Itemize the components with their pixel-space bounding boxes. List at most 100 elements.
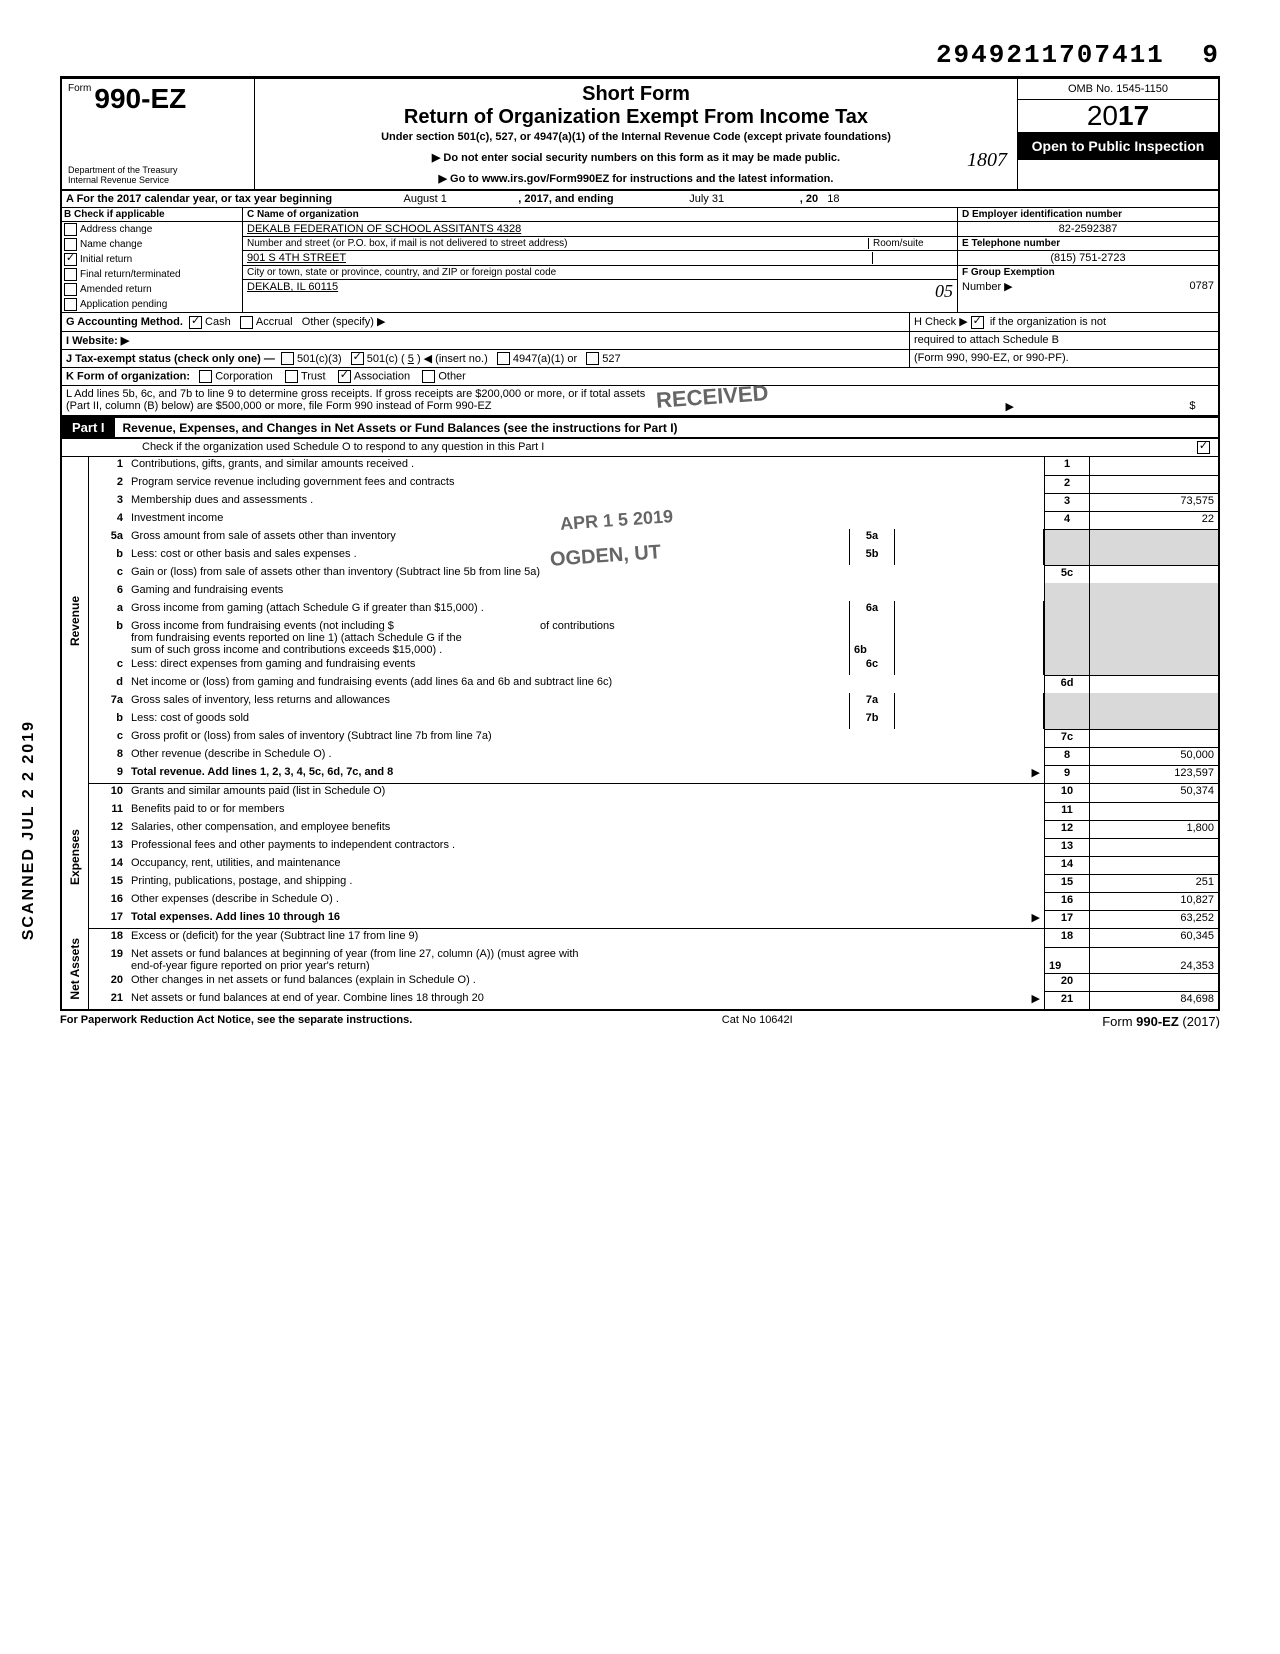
501c-num: 5 <box>408 353 414 365</box>
v5c <box>1089 565 1218 583</box>
b13: 13 <box>1044 838 1089 856</box>
footer-right-prefix: Form <box>1102 1014 1136 1029</box>
n14: 14 <box>89 856 127 874</box>
org-name: DEKALB FEDERATION OF SCHOOL ASSITANTS 43… <box>243 222 957 237</box>
ein: 82-2592387 <box>958 222 1218 237</box>
g6 <box>1044 583 1089 601</box>
BCDEF-block: B Check if applicable Address change Nam… <box>60 208 1220 313</box>
n8: 8 <box>89 747 127 765</box>
part-I-title: Revenue, Expenses, and Changes in Net As… <box>123 419 1218 437</box>
lbl-501c: 501(c) ( <box>367 353 405 365</box>
cb-final-return[interactable] <box>64 268 77 281</box>
cb-H[interactable] <box>971 316 984 329</box>
n3: 3 <box>89 493 127 511</box>
cb-corp[interactable] <box>199 370 212 383</box>
open-to-public: Open to Public Inspection <box>1018 132 1218 160</box>
hand-note: 1807 <box>967 149 1007 172</box>
n15: 15 <box>89 874 127 892</box>
b5c: 5c <box>1044 565 1089 583</box>
n7c: c <box>89 729 127 747</box>
n6d: d <box>89 675 127 693</box>
b7c: 7c <box>1044 729 1089 747</box>
d5a: Gross amount from sale of assets other t… <box>127 529 849 547</box>
dept-irs: Internal Revenue Service <box>68 176 178 186</box>
gv6 <box>1089 583 1218 601</box>
b19: 19 <box>1044 947 1089 973</box>
n16: 16 <box>89 892 127 910</box>
gv7b <box>1089 711 1218 729</box>
footer-left: For Paperwork Reduction Act Notice, see … <box>60 1014 412 1026</box>
footer-mid: Cat No 10642I <box>722 1014 793 1029</box>
page-mark: 9 <box>1202 40 1220 70</box>
v1 <box>1089 457 1218 475</box>
mv6b <box>894 619 1044 657</box>
d1: Contributions, gifts, grants, and simila… <box>127 457 1044 475</box>
line-I: I Website: ▶ required to attach Schedule… <box>60 332 1220 350</box>
B-header: B Check if applicable <box>64 209 165 220</box>
lbl-amended: Amended return <box>80 284 152 295</box>
v13 <box>1089 838 1218 856</box>
cb-trust[interactable] <box>285 370 298 383</box>
cb-initial-return[interactable] <box>64 253 77 266</box>
gv6a <box>1089 601 1218 619</box>
lbl-corp: Corporation <box>215 371 272 383</box>
K-label: K Form of organization: <box>66 371 190 383</box>
v2 <box>1089 475 1218 493</box>
A-begin: August 1 <box>335 193 515 205</box>
n6a: a <box>89 601 127 619</box>
expenses-section: Expenses 10Grants and similar amounts pa… <box>60 784 1220 929</box>
lbl-trust: Trust <box>301 371 326 383</box>
v8: 50,000 <box>1089 747 1218 765</box>
lbl-other-method: Other (specify) ▶ <box>302 316 386 328</box>
v3: 73,575 <box>1089 493 1218 511</box>
cb-other-org[interactable] <box>422 370 435 383</box>
g7b <box>1044 711 1089 729</box>
a9: ▶ <box>1032 766 1040 779</box>
dln: 2949211707411 <box>936 40 1165 70</box>
n19: 19 <box>89 947 127 973</box>
A-label: A For the 2017 calendar year, or tax yea… <box>66 193 332 205</box>
cb-amended[interactable] <box>64 283 77 296</box>
cb-501c3[interactable] <box>281 352 294 365</box>
mb5b: 5b <box>849 547 894 565</box>
d19a: Net assets or fund balances at beginning… <box>131 948 579 960</box>
footer-right-year: (2017) <box>1179 1014 1220 1029</box>
b8: 8 <box>1044 747 1089 765</box>
year-prefix: 20 <box>1087 100 1118 131</box>
cb-name-change[interactable] <box>64 238 77 251</box>
F-label2: Number ▶ <box>962 280 1013 293</box>
cb-assoc[interactable] <box>338 370 351 383</box>
n6: 6 <box>89 583 127 601</box>
revenue-section: Revenue 1Contributions, gifts, grants, a… <box>60 457 1220 784</box>
cb-accrual[interactable] <box>240 316 253 329</box>
cb-app-pending[interactable] <box>64 298 77 311</box>
v15: 251 <box>1089 874 1218 892</box>
b9: 9 <box>1044 765 1089 783</box>
g7a <box>1044 693 1089 711</box>
A-endyear-prefix: , 20 <box>800 193 818 205</box>
cb-address-change[interactable] <box>64 223 77 236</box>
d6b2: of contributions <box>540 620 615 632</box>
cb-527[interactable] <box>586 352 599 365</box>
v11 <box>1089 802 1218 820</box>
cb-4947[interactable] <box>497 352 510 365</box>
b18: 18 <box>1044 929 1089 947</box>
lbl-accrual: Accrual <box>256 316 293 328</box>
J-label: J Tax-exempt status (check only one) — <box>66 353 275 365</box>
C-label: C Name of organization <box>247 209 359 220</box>
omb-number: OMB No. 1545-1150 <box>1018 79 1218 100</box>
b14: 14 <box>1044 856 1089 874</box>
cb-cash[interactable] <box>189 316 202 329</box>
mb7b: 7b <box>849 711 894 729</box>
b6d: 6d <box>1044 675 1089 693</box>
cb-501c[interactable] <box>351 352 364 365</box>
phone: (815) 751-2723 <box>958 251 1218 266</box>
n7a: 7a <box>89 693 127 711</box>
gv6c <box>1089 657 1218 675</box>
subtitle: Under section 501(c), 527, or 4947(a)(1)… <box>263 131 1009 143</box>
d17: Total expenses. Add lines 10 through 16 <box>131 911 340 923</box>
netassets-section: Net Assets 18Excess or (deficit) for the… <box>60 929 1220 1011</box>
mv5b <box>894 547 1044 565</box>
line-J: J Tax-exempt status (check only one) — 5… <box>60 350 1220 369</box>
cb-schedule-O[interactable] <box>1197 441 1210 454</box>
